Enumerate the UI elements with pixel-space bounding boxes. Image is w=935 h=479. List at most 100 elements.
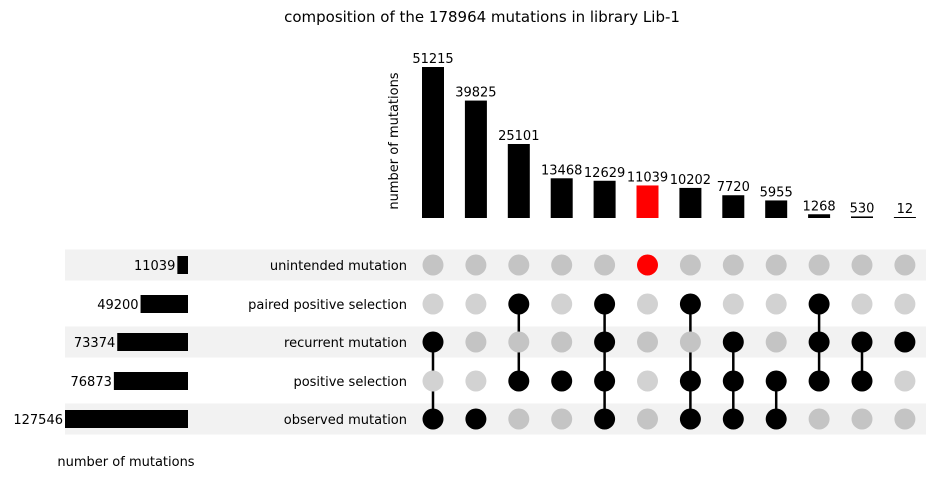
matrix-dot-inactive [551, 331, 573, 353]
matrix-dot-inactive [594, 254, 616, 276]
intersection-bar [507, 143, 530, 218]
matrix-dot-active [851, 370, 873, 392]
matrix-dot-inactive [894, 293, 916, 315]
matrix-dot-active [722, 370, 744, 392]
matrix-dot-active [465, 408, 487, 430]
intersection-bar [808, 214, 831, 218]
matrix-dot-inactive [465, 254, 487, 276]
matrix-dot-inactive [637, 370, 658, 392]
intersection-bar [679, 187, 702, 218]
set-size-label: 49200 [97, 298, 138, 313]
matrix-dot-active [422, 331, 444, 353]
matrix-dot-inactive [765, 254, 787, 276]
matrix-dot-active [594, 408, 616, 430]
set-size-label: 11039 [134, 259, 175, 274]
matrix-dot-inactive [551, 293, 573, 315]
matrix-dot-inactive [637, 293, 658, 315]
set-size-bar [177, 256, 188, 274]
matrix-dot-inactive [894, 370, 916, 392]
set-axis-label: number of mutations [57, 455, 194, 470]
matrix-dot-inactive [722, 293, 744, 315]
matrix-dot-inactive [679, 254, 701, 276]
set-names: unintended mutation paired positive selec… [248, 259, 407, 428]
matrix-dot-active [894, 331, 916, 353]
matrix-dot-active [808, 331, 830, 353]
matrix-dots [422, 254, 916, 430]
matrix-dot-active [808, 370, 830, 392]
intersection-label: 11039 [627, 170, 668, 185]
matrix-dot-inactive [465, 331, 487, 353]
set-size-bar [65, 410, 188, 428]
set-name: observed mutation [284, 413, 407, 428]
row-shades [65, 249, 926, 435]
row-shade [65, 249, 926, 281]
matrix-dot-active [851, 331, 873, 353]
matrix-dot-inactive [808, 408, 830, 430]
matrix-dot-inactive [465, 293, 487, 315]
intersection-label: 25101 [498, 129, 539, 144]
intersection-bar [593, 180, 616, 218]
intersection-bar [722, 195, 745, 218]
intersection-bar [893, 217, 916, 218]
row-shade [65, 403, 926, 435]
matrix-dot-inactive [851, 254, 873, 276]
matrix-dot-active [722, 408, 744, 430]
intersection-label: 39825 [455, 86, 496, 101]
matrix-dot-inactive [679, 331, 701, 353]
matrix-dot-active [679, 408, 701, 430]
intersection-axis-label: number of mutations [387, 72, 402, 209]
set-size-label: 73374 [74, 336, 115, 351]
matrix-dot-active [551, 370, 573, 392]
matrix-dot-inactive [722, 254, 744, 276]
set-name: positive selection [293, 375, 407, 390]
intersection-label: 10202 [670, 173, 711, 188]
set-size-bars [65, 256, 188, 428]
matrix-dot-inactive [508, 254, 530, 276]
set-size-bar [117, 333, 188, 351]
matrix-dot-active [765, 408, 787, 430]
matrix-dot-inactive [894, 254, 916, 276]
matrix-dot-inactive [422, 370, 444, 392]
set-size-bar [140, 295, 188, 313]
row-shade [65, 326, 926, 358]
matrix-dot-active [722, 331, 744, 353]
set-name: unintended mutation [270, 259, 407, 274]
intersection-labels: 51215 39825 25101 13468 12629 11039 10202 7720 5… [412, 52, 913, 217]
intersection-label: 5955 [760, 185, 793, 200]
matrix-dot-active [594, 293, 616, 315]
set-name: paired positive selection [248, 298, 407, 313]
intersection-label: 7720 [717, 180, 750, 195]
matrix-dot-inactive [508, 331, 530, 353]
set-size-labels: 11039 49200 73374 76873 127546 [13, 259, 175, 428]
matrix-dot-inactive [637, 408, 658, 430]
matrix-dot-active [508, 370, 530, 392]
intersection-bar [851, 216, 873, 218]
intersection-label: 12629 [584, 166, 625, 181]
matrix-dot-inactive [508, 408, 530, 430]
intersection-label: 13468 [541, 163, 582, 178]
matrix-dot-active [594, 370, 616, 392]
matrix-dot-inactive [765, 331, 787, 353]
matrix-dot-inactive [422, 293, 444, 315]
intersection-bar [464, 100, 487, 218]
matrix-dot-inactive [422, 254, 444, 276]
matrix-dot-active [679, 370, 701, 392]
matrix-dot-inactive [637, 331, 658, 353]
set-name: recurrent mutation [284, 336, 407, 351]
matrix-dot-active [679, 293, 701, 315]
intersection-label: 12 [897, 202, 914, 217]
matrix-dot-inactive [765, 293, 787, 315]
intersection-bar [765, 200, 788, 218]
matrix-dot-inactive [851, 293, 873, 315]
set-size-bar [113, 372, 188, 390]
chart-title: composition of the 178964 mutations in l… [284, 8, 680, 26]
set-size-label: 76873 [71, 375, 112, 390]
matrix-dot-inactive [465, 370, 487, 392]
matrix-dot-inactive [851, 408, 873, 430]
intersection-label: 530 [850, 201, 875, 216]
intersection-bar [550, 178, 573, 218]
intersection-bar [422, 67, 444, 218]
matrix-dot-active [637, 254, 658, 276]
matrix-dot-active [508, 293, 530, 315]
